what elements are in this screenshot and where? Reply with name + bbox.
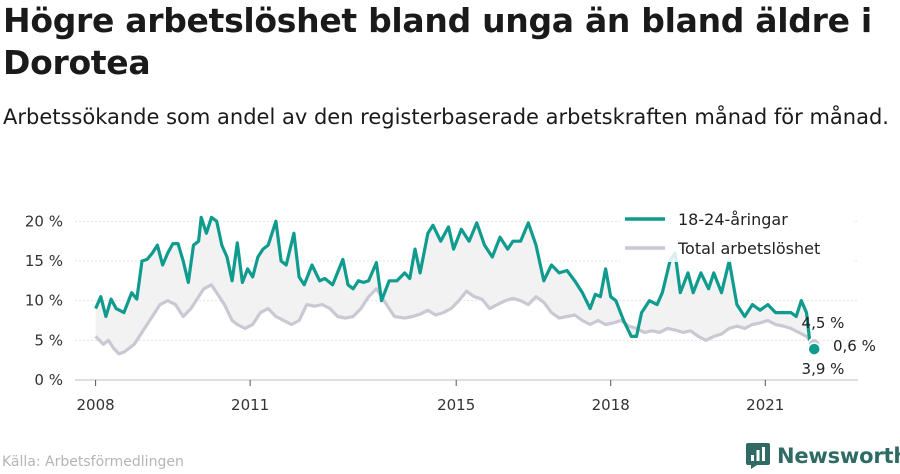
x-tick-label: 2018: [592, 396, 630, 414]
chart-title: Högre arbetslöshet bland unga än bland ä…: [3, 1, 872, 82]
y-tick-label: 20 %: [25, 212, 63, 230]
legend-label-youth: 18-24-åringar: [678, 210, 788, 229]
newsworthy-logo-icon: [746, 443, 770, 469]
gap-band: [95, 217, 815, 354]
x-tick-label: 2011: [231, 396, 269, 414]
y-tick-label: 0 %: [34, 371, 63, 389]
source-note: Källa: Arbetsförmedlingen: [2, 454, 184, 470]
annotation-gap-value: 0,6 %: [833, 337, 876, 355]
chart-subtitle: Arbetssökande som andel av den registerb…: [3, 105, 889, 129]
y-tick-label: 10 %: [25, 292, 63, 310]
annotation-total-value: 4,5 %: [802, 314, 845, 332]
annotation-youth-value: 3,9 %: [802, 360, 845, 378]
brand-name: Newsworthy: [777, 444, 900, 468]
x-tick-label: 2015: [437, 396, 475, 414]
legend-label-total: Total arbetslöshet: [677, 239, 820, 258]
x-tick-label: 2021: [746, 396, 784, 414]
brand-logo[interactable]: Newsworthy: [745, 441, 900, 471]
series-line-youth: [94, 215, 816, 351]
y-tick-label: 5 %: [34, 331, 63, 349]
series-line-total: [94, 283, 816, 356]
end-point-youth: [807, 342, 821, 356]
x-tick-label: 2008: [77, 396, 115, 414]
legend-box: [620, 208, 854, 262]
y-tick-label: 15 %: [25, 252, 63, 270]
